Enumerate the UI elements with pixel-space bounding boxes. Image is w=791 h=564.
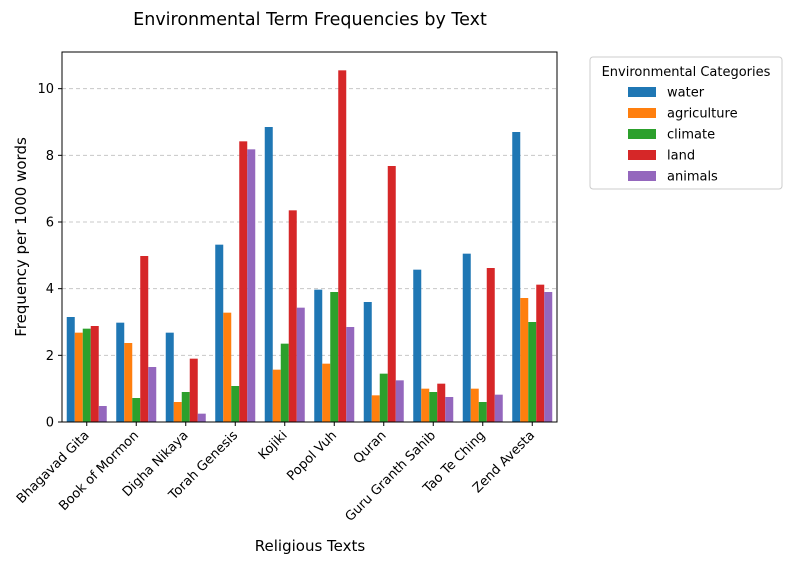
bar-water <box>314 289 323 422</box>
legend: Environmental Categories water agricultur… <box>589 56 783 190</box>
x-tick-label: Quran <box>351 428 390 467</box>
bar-animals <box>247 149 256 423</box>
y-tick-label: 4 <box>46 282 54 297</box>
bar-agriculture <box>520 298 529 422</box>
bar-land <box>387 166 396 422</box>
bar-agriculture <box>272 369 281 422</box>
bar-water <box>215 244 224 422</box>
bar-animals <box>395 380 404 422</box>
legend-title: Environmental Categories <box>602 65 771 80</box>
legend-swatch-climate <box>628 129 656 139</box>
bar-land <box>90 326 99 422</box>
legend-label-agriculture: agriculture <box>667 107 738 122</box>
bar-water <box>116 322 125 422</box>
bar-water <box>413 269 422 422</box>
bar-climate <box>132 398 141 422</box>
bar-agriculture <box>421 388 430 422</box>
bar-land <box>189 358 198 422</box>
bar-climate <box>330 292 339 422</box>
legend-label-land: land <box>667 149 695 164</box>
bar-land <box>338 70 347 422</box>
bar-climate <box>231 386 240 422</box>
grid-lines <box>62 88 557 356</box>
bar-agriculture <box>470 388 479 422</box>
y-axis-label: Frequency per 1000 words <box>12 137 30 337</box>
legend-swatch-agriculture <box>628 108 656 118</box>
bar-animals <box>296 307 305 422</box>
bar-water <box>363 302 372 422</box>
legend-label-water: water <box>667 86 705 101</box>
y-tick-label: 8 <box>46 149 54 164</box>
bar-land <box>536 284 545 422</box>
y-axis: 0 2 4 6 8 10 <box>37 82 62 431</box>
bar-climate <box>82 328 91 422</box>
bar-land <box>437 383 446 422</box>
bar-agriculture <box>74 332 83 422</box>
bar-animals <box>544 292 553 422</box>
bar-agriculture <box>223 312 232 422</box>
bar-water <box>512 132 521 422</box>
y-tick-label: 6 <box>46 216 54 231</box>
chart-title: Environmental Term Frequencies by Text <box>133 10 487 30</box>
x-tick-label: Kojiki <box>256 428 291 463</box>
legend-swatch-water <box>628 87 656 97</box>
bar-land <box>140 256 149 422</box>
plot-frame <box>61 51 558 423</box>
y-tick-label: 10 <box>37 82 54 97</box>
x-axis-label: Religious Texts <box>255 537 366 555</box>
bar-animals <box>197 413 206 422</box>
bar-climate <box>528 322 537 422</box>
legend-label-climate: climate <box>667 128 715 143</box>
bar-climate <box>280 343 289 422</box>
bars <box>66 70 553 423</box>
bar-water <box>462 253 471 422</box>
bar-animals <box>148 367 157 422</box>
bar-animals <box>346 327 355 422</box>
legend-swatch-animals <box>628 171 656 181</box>
bar-land <box>486 268 495 422</box>
bar-agriculture <box>173 402 182 422</box>
bar-animals <box>494 394 503 422</box>
bar-climate <box>429 392 438 422</box>
bar-agriculture <box>124 343 133 422</box>
bar-water <box>165 332 174 422</box>
bar-land <box>288 210 297 422</box>
legend-swatch-land <box>628 150 656 160</box>
bar-animals <box>98 406 107 422</box>
bar-agriculture <box>322 363 331 422</box>
legend-label-animals: animals <box>667 170 718 185</box>
bar-agriculture <box>371 395 380 422</box>
bar-land <box>239 141 248 423</box>
bar-climate <box>478 402 487 422</box>
legend-items: water agriculture climate land animals <box>628 86 738 185</box>
bar-animals <box>445 397 454 422</box>
x-tick-label: Guru Granth Sahib <box>343 428 439 524</box>
bar-climate <box>181 392 190 422</box>
y-tick-label: 0 <box>46 416 54 431</box>
bar-water <box>66 317 75 422</box>
bar-water <box>264 127 273 422</box>
y-tick-label: 2 <box>46 349 54 364</box>
x-tick-label: Popol Vuh <box>284 428 340 484</box>
bar-climate <box>379 373 388 422</box>
